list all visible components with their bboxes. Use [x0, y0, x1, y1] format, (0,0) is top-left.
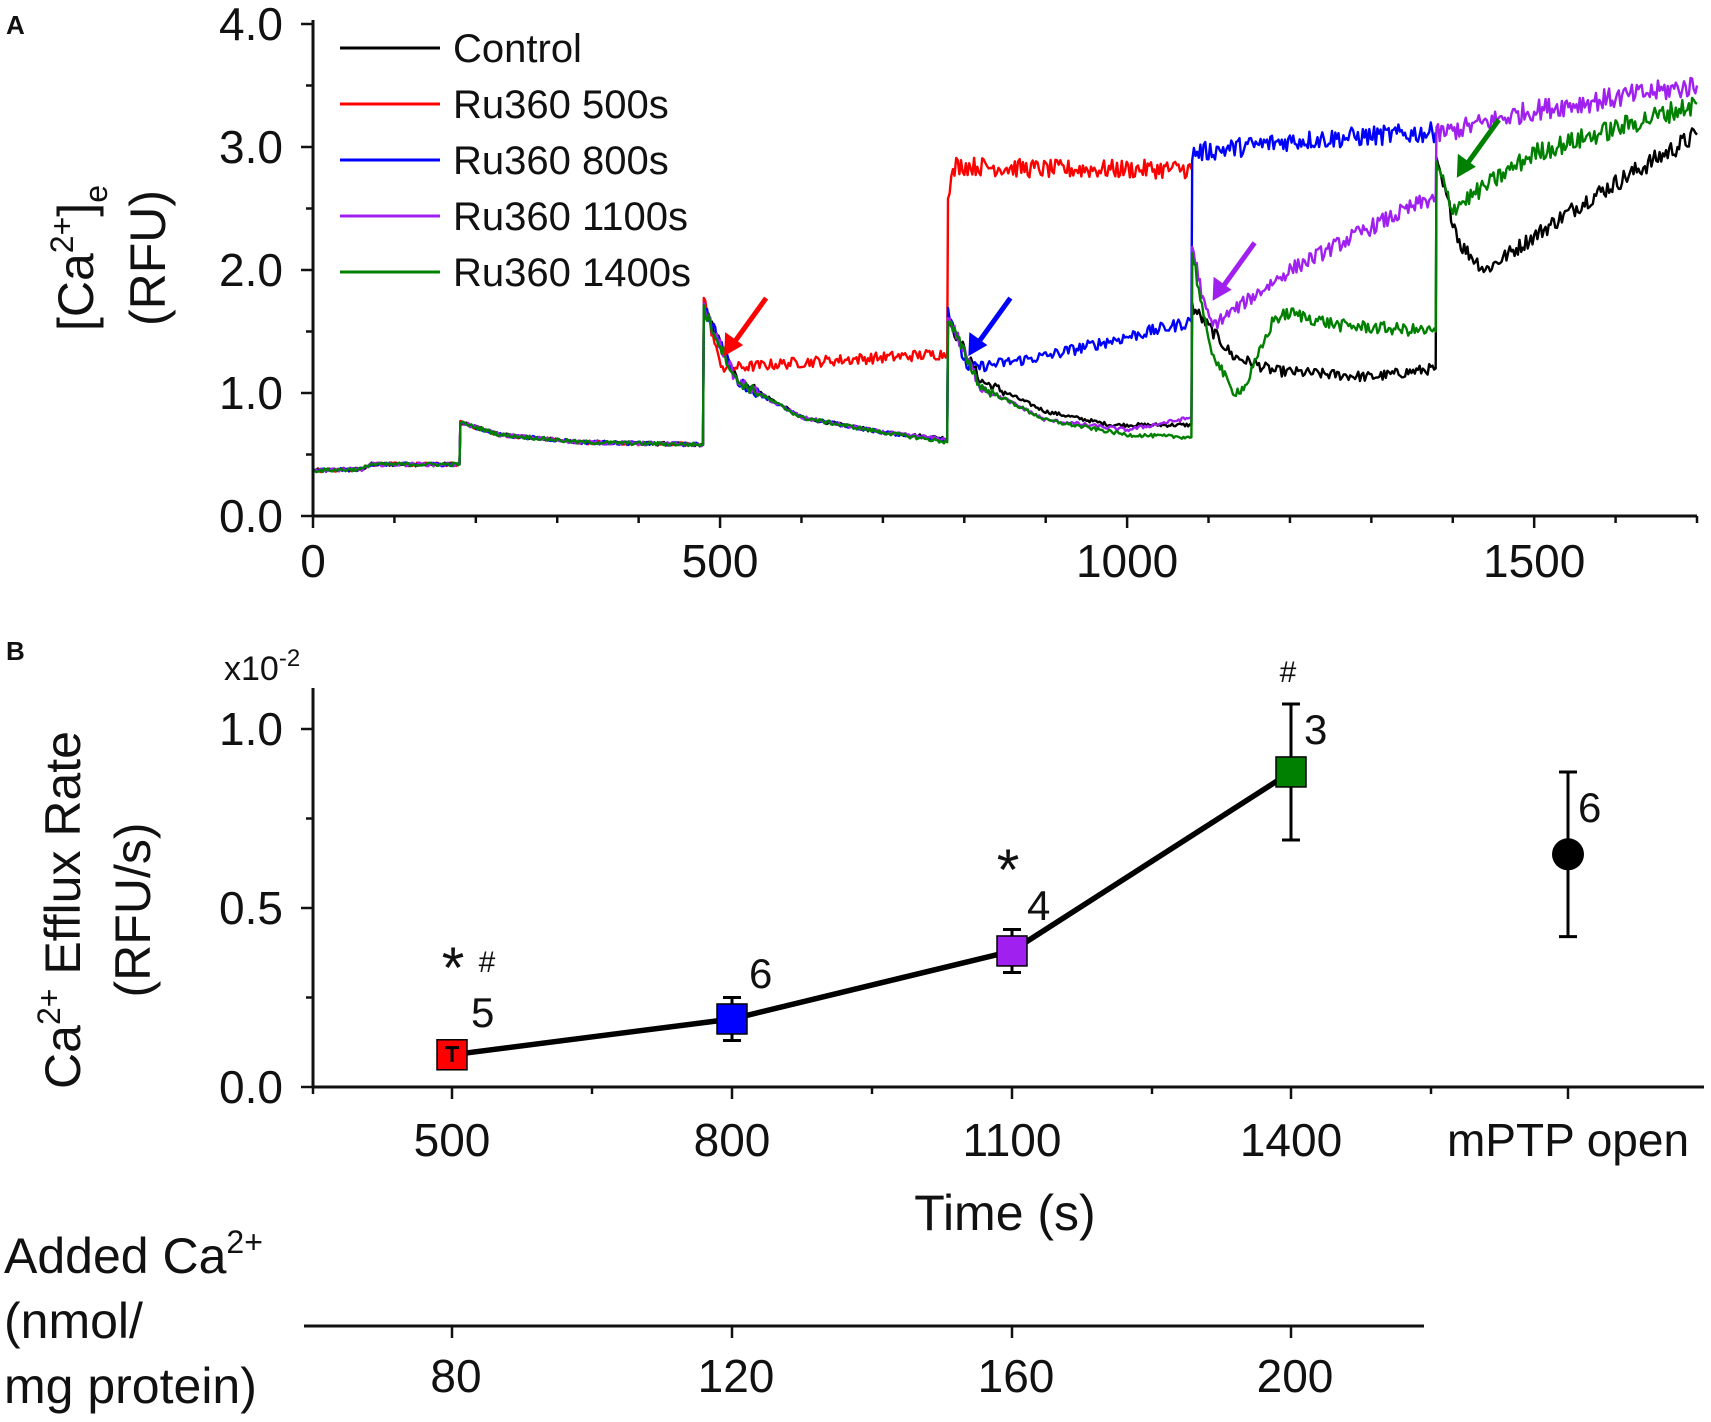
panel-a-legend: Control Ru360 500s Ru360 800s Ru360 1100s Ru…: [340, 27, 691, 295]
panel-b-y-axis-label: Ca2+ Efflux Rate (RFU/s): [31, 731, 161, 1089]
b-y-tick-label: 0.0: [219, 1061, 283, 1113]
b-point-1100: 4*: [996, 838, 1050, 974]
legend-label: Ru360 800s: [453, 139, 669, 183]
panel-b-y-multiplier-base: x10: [224, 650, 279, 688]
panel-a-arrows: [724, 118, 1501, 357]
panel-a-letter: A: [6, 10, 25, 40]
data-marker: [996, 935, 1028, 967]
b-point-1400: 3#: [1275, 656, 1327, 842]
a-y-tick-label: 2.0: [219, 244, 283, 296]
arrow-2: [968, 296, 1013, 357]
b-point-mptp-open: 6: [1552, 770, 1601, 939]
data-marker: [1275, 756, 1307, 788]
legend-label: Control: [453, 27, 582, 71]
b-y-tick-label: 1.0: [219, 703, 283, 755]
panel-b-x-ticks: 500 800 1100 1400 mPTP open: [311, 1087, 1689, 1166]
a-y-tick-label: 1.0: [219, 367, 283, 419]
significance-hash: #: [479, 946, 496, 979]
panel-b-y-multiplier: x10-2: [224, 645, 300, 688]
legend-label: Ru360 1100s: [453, 195, 688, 239]
panel-a-ylabel-sub: e: [78, 185, 114, 203]
panel-a-y-axis-label: [Ca2+]e (RFU): [44, 185, 176, 331]
panel-b-connecting-line: [451, 769, 1293, 1058]
panel-a-series-group: [312, 76, 1699, 474]
svg-text:Ca2+ Efflux Rate: Ca2+ Efflux Rate: [31, 731, 91, 1089]
legend-item: Control: [340, 27, 582, 71]
panel-b-ylabel-rest: Efflux Rate: [35, 731, 91, 989]
secondary-axis-label-base: Added Ca: [4, 1228, 227, 1284]
secondary-tick-label: 120: [698, 1350, 775, 1402]
arrow-1: [724, 296, 769, 357]
secondary-axis-label: Added Ca2+ (nmol/ mg protein): [4, 1224, 263, 1414]
n-label: 4: [1027, 882, 1050, 929]
panel-a-ylabel-unit: (RFU): [120, 190, 176, 326]
panel-b-x-axis-label: Time (s): [914, 1185, 1095, 1241]
a-x-tick-label: 0: [300, 535, 326, 587]
secondary-axis-ticks: 80 120 160 200: [430, 1326, 1333, 1402]
panel-a-chart: A [Ca2+]e (RFU) 0 500 1000 1500 0.0 1.0 2.0 3.…: [6, 0, 1699, 587]
b-trend-line: [451, 769, 1293, 1058]
a-x-tick-label: 1000: [1076, 535, 1178, 587]
arrow-4: [1456, 118, 1501, 178]
legend-item: Ru360 500s: [340, 83, 669, 127]
legend-label: Ru360 1400s: [453, 251, 691, 295]
secondary-axis-label-sup: 2+: [226, 1224, 262, 1260]
panel-a-y-ticks: 0.0 1.0 2.0 3.0 4.0: [219, 0, 313, 542]
significance-star: *: [442, 936, 465, 1001]
panel-b-chart: B Ca2+ Efflux Rate (RFU/s) x10-2 0.00.51…: [4, 636, 1704, 1414]
significance-hash: #: [1280, 656, 1297, 689]
data-marker: [716, 1003, 748, 1035]
a-y-tick-label: 0.0: [219, 490, 283, 542]
panel-b-letter: B: [6, 636, 25, 666]
panel-b-y-ticks: 0.0 0.5 1.0: [219, 703, 313, 1113]
a-x-tick-label: 1500: [1483, 535, 1585, 587]
a-y-tick-label: 3.0: [219, 121, 283, 173]
secondary-tick-label: 160: [978, 1350, 1055, 1402]
panel-b-y-multiplier-exp: -2: [279, 645, 300, 672]
trace-ru360-1400s: [312, 96, 1698, 474]
legend-item: Ru360 1100s: [340, 195, 688, 239]
b-x-tick-label: 1400: [1240, 1114, 1342, 1166]
svg-text:Added Ca2+: Added Ca2+: [4, 1224, 263, 1284]
panel-a-ylabel-close: ]: [48, 203, 104, 217]
legend-label: Ru360 500s: [453, 83, 669, 127]
panel-a-x-ticks: 0 500 1000 1500: [300, 516, 1699, 587]
secondary-axis-label-line2: (nmol/: [4, 1293, 143, 1349]
panel-b-points: 5* #64*3#6: [436, 656, 1601, 1071]
arrow-3: [1212, 241, 1257, 301]
a-y-tick-label: 4.0: [219, 0, 283, 50]
legend-item: Ru360 1400s: [340, 251, 691, 295]
a-x-tick-label: 500: [682, 535, 759, 587]
b-x-tick-label: 500: [414, 1114, 491, 1166]
n-label: 5: [471, 989, 494, 1036]
secondary-tick-label: 200: [1257, 1350, 1334, 1402]
b-point-800: 6: [716, 950, 772, 1042]
secondary-tick-label: 80: [430, 1350, 481, 1402]
panel-b-ylabel-base: Ca: [35, 1025, 91, 1089]
legend-item: Ru360 800s: [340, 139, 669, 183]
secondary-axis-label-line3: mg protein): [4, 1358, 257, 1414]
n-label: 6: [1578, 784, 1601, 831]
b-y-tick-label: 0.5: [219, 882, 283, 934]
svg-text:[Ca2+]e: [Ca2+]e: [44, 185, 114, 331]
n-label: 3: [1304, 706, 1327, 753]
n-label: 6: [749, 950, 772, 997]
b-x-tick-label: 1100: [963, 1114, 1062, 1166]
panel-a-ylabel-sup: 2+: [44, 217, 80, 253]
panel-a-ylabel-base: [Ca: [48, 253, 104, 331]
data-marker: [1552, 838, 1584, 871]
panel-b-ylabel-unit: (RFU/s): [105, 823, 161, 998]
b-point-500: 5* #: [436, 936, 496, 1071]
b-x-tick-label: 800: [694, 1114, 771, 1166]
panel-b-ylabel-sup: 2+: [31, 989, 67, 1025]
significance-star: *: [997, 838, 1020, 903]
b-x-tick-label: mPTP open: [1447, 1114, 1689, 1166]
